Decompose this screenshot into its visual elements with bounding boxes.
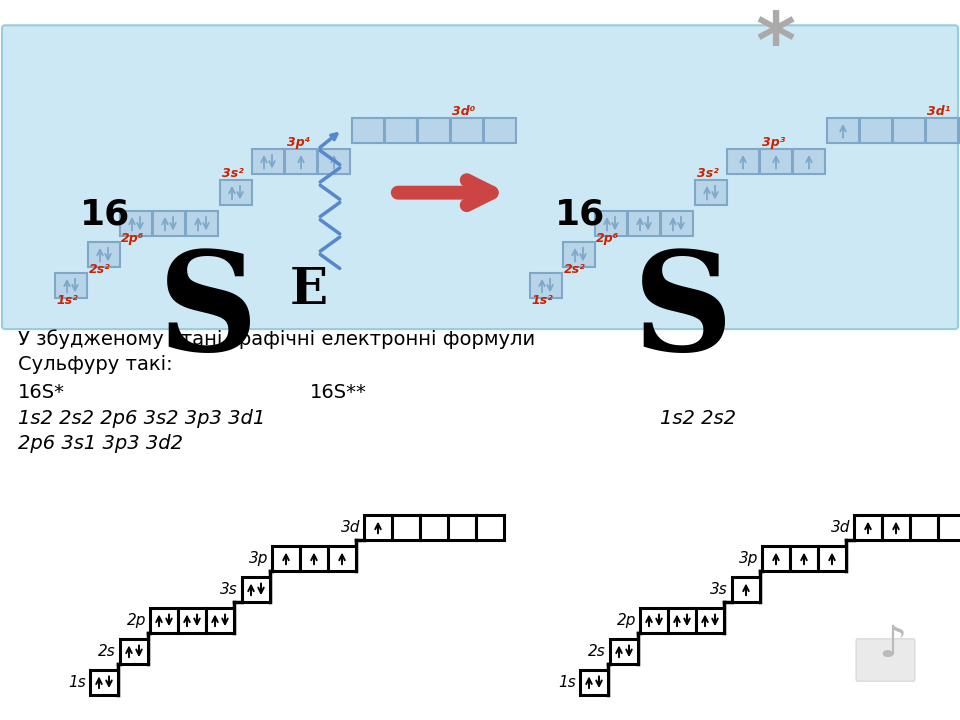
Text: 3d: 3d <box>830 520 850 535</box>
Text: ♪: ♪ <box>878 623 906 666</box>
Bar <box>220 180 252 205</box>
Text: Сульфуру такі:: Сульфуру такі: <box>18 355 173 374</box>
Bar <box>818 546 846 571</box>
Text: 3d: 3d <box>341 520 360 535</box>
Bar <box>364 515 392 540</box>
Bar <box>610 639 638 664</box>
Bar <box>300 546 328 571</box>
Bar <box>760 149 792 174</box>
Bar <box>668 608 696 633</box>
Text: 3p⁴: 3p⁴ <box>287 136 310 149</box>
Bar <box>352 118 384 143</box>
Text: 3s: 3s <box>710 582 728 597</box>
Bar <box>153 211 185 236</box>
Text: 3d⁰: 3d⁰ <box>452 105 475 118</box>
Bar <box>580 670 608 695</box>
Bar <box>732 577 760 602</box>
Bar <box>186 211 218 236</box>
Bar <box>88 242 120 267</box>
Text: 3d¹: 3d¹ <box>927 105 950 118</box>
Bar <box>385 118 417 143</box>
Text: 2p⁶: 2p⁶ <box>596 232 619 245</box>
Text: 3s²: 3s² <box>222 167 244 180</box>
Bar <box>563 242 595 267</box>
Bar <box>854 515 882 540</box>
Text: 16: 16 <box>80 197 131 232</box>
Bar <box>959 118 960 143</box>
Text: 1s: 1s <box>68 675 86 690</box>
Bar <box>392 515 420 540</box>
Text: E: E <box>290 266 328 315</box>
Text: 2p6 3s1 3p3 3d2: 2p6 3s1 3p3 3d2 <box>18 434 183 453</box>
Bar <box>178 608 206 633</box>
Bar <box>595 211 627 236</box>
Bar <box>893 118 925 143</box>
Bar <box>484 118 516 143</box>
Text: 2p: 2p <box>127 613 146 628</box>
Text: 3s: 3s <box>220 582 238 597</box>
Bar <box>661 211 693 236</box>
Bar <box>451 118 483 143</box>
Text: 2s: 2s <box>588 644 606 659</box>
Text: S: S <box>633 246 733 380</box>
Text: 3p³: 3p³ <box>762 136 785 149</box>
Bar <box>696 608 724 633</box>
Bar <box>206 608 234 633</box>
Text: У збудженому стані графічні електронні формули: У збудженому стані графічні електронні ф… <box>18 329 535 348</box>
Bar <box>628 211 660 236</box>
Bar <box>530 273 562 298</box>
Text: 1s²: 1s² <box>531 294 553 307</box>
Bar <box>476 515 504 540</box>
Bar <box>252 149 284 174</box>
Text: 2s²: 2s² <box>564 263 586 276</box>
Text: 2s²: 2s² <box>89 263 110 276</box>
Bar <box>910 515 938 540</box>
Bar <box>882 515 910 540</box>
Bar <box>285 149 317 174</box>
Bar <box>793 149 825 174</box>
Text: 2p: 2p <box>616 613 636 628</box>
Bar <box>695 180 727 205</box>
FancyBboxPatch shape <box>856 639 915 681</box>
Bar <box>318 149 350 174</box>
Bar <box>120 639 148 664</box>
Text: *: * <box>755 9 795 83</box>
Bar <box>418 118 450 143</box>
Bar <box>448 515 476 540</box>
Text: 1s: 1s <box>559 675 576 690</box>
Text: 16: 16 <box>555 197 605 232</box>
Bar <box>727 149 759 174</box>
Text: 3p: 3p <box>249 551 268 566</box>
Bar <box>328 546 356 571</box>
Text: S: S <box>158 246 258 380</box>
Bar <box>827 118 859 143</box>
Bar <box>150 608 178 633</box>
Text: 1s2 2s2: 1s2 2s2 <box>660 409 736 428</box>
Text: 16S*: 16S* <box>18 383 65 402</box>
Bar <box>762 546 790 571</box>
Text: 3p: 3p <box>738 551 758 566</box>
Bar <box>420 515 448 540</box>
Text: 2s: 2s <box>98 644 116 659</box>
Text: 16S**: 16S** <box>310 383 367 402</box>
Bar <box>90 670 118 695</box>
Bar <box>860 118 892 143</box>
Bar <box>242 577 270 602</box>
Bar <box>926 118 958 143</box>
Text: 2p⁶: 2p⁶ <box>121 232 144 245</box>
Text: 1s²: 1s² <box>56 294 78 307</box>
Bar <box>120 211 152 236</box>
Bar <box>790 546 818 571</box>
Text: 1s2 2s2 2p6 3s2 3p3 3d1: 1s2 2s2 2p6 3s2 3p3 3d1 <box>18 409 265 428</box>
Bar <box>55 273 87 298</box>
Bar <box>938 515 960 540</box>
Bar <box>272 546 300 571</box>
Bar <box>640 608 668 633</box>
Text: 3s²: 3s² <box>697 167 719 180</box>
FancyBboxPatch shape <box>2 25 958 329</box>
